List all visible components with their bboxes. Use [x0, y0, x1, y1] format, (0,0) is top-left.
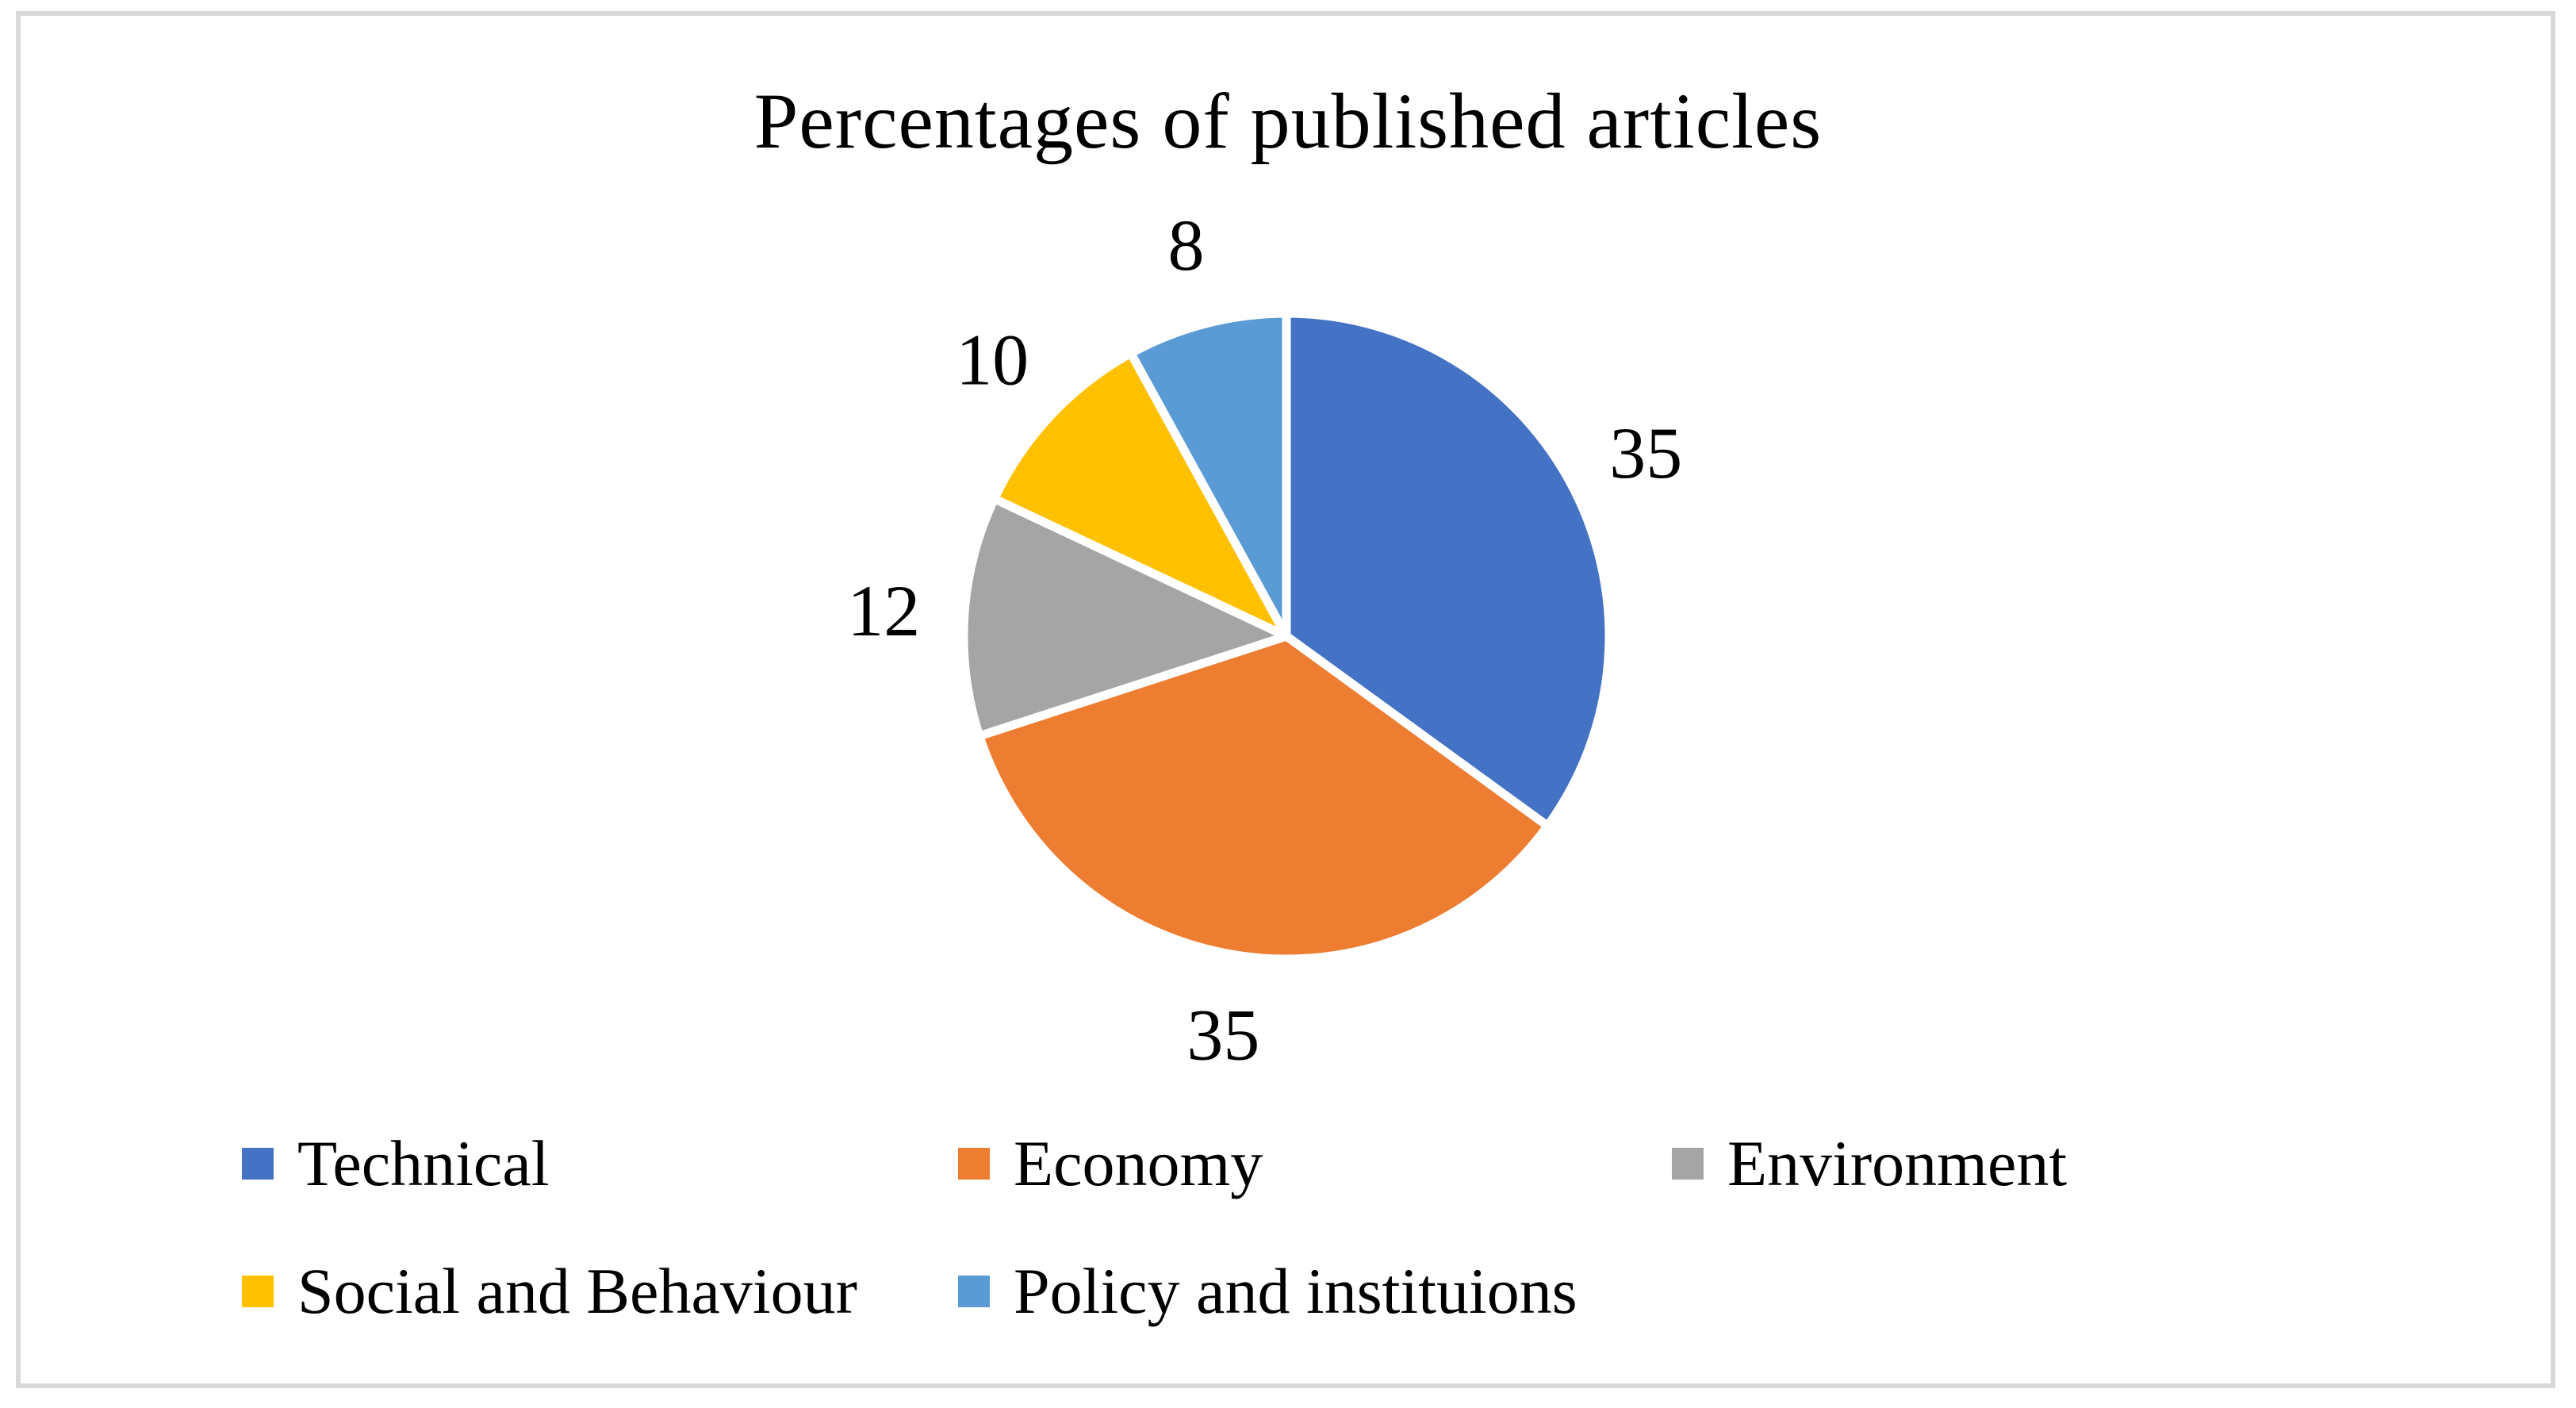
pie-slice-technical: [1282, 309, 1614, 831]
legend-item-environment: Environment: [1672, 1124, 2067, 1203]
legend-item-economy: Economy: [958, 1124, 1263, 1203]
legend-swatch-technical: [242, 1148, 274, 1180]
legend-item-social-and-behaviour: Social and Behaviour: [242, 1252, 857, 1331]
pie-slice-policy-and-instituions: [1126, 309, 1291, 641]
value-label-economy: 35: [1186, 995, 1259, 1076]
legend-label-technical: Technical: [297, 1127, 550, 1199]
legend-label-policy-and-instituions: Policy and instituions: [1014, 1255, 1577, 1327]
legend-item-policy-and-instituions: Policy and instituions: [958, 1252, 1577, 1331]
value-label-environment: 12: [847, 570, 920, 651]
legend-label-economy: Economy: [1014, 1127, 1263, 1199]
pie-slice-social-and-behaviour: [990, 348, 1291, 641]
legend-swatch-policy-and-instituions: [958, 1276, 990, 1307]
pie-slice-environment: [959, 494, 1291, 741]
legend-swatch-social-and-behaviour: [242, 1276, 274, 1307]
legend-item-technical: Technical: [242, 1124, 550, 1203]
legend-label-social-and-behaviour: Social and Behaviour: [297, 1255, 857, 1327]
chart-title: Percentages of published articles: [753, 77, 1823, 165]
value-label-policy-and-instituions: 8: [1168, 205, 1205, 286]
legend-swatch-economy: [958, 1148, 990, 1180]
pie-slice-economy: [975, 631, 1552, 964]
legend-swatch-environment: [1672, 1148, 1704, 1180]
value-label-technical: 35: [1609, 412, 1682, 493]
legend-label-environment: Environment: [1727, 1127, 2068, 1199]
value-label-social-and-behaviour: 10: [956, 320, 1029, 401]
